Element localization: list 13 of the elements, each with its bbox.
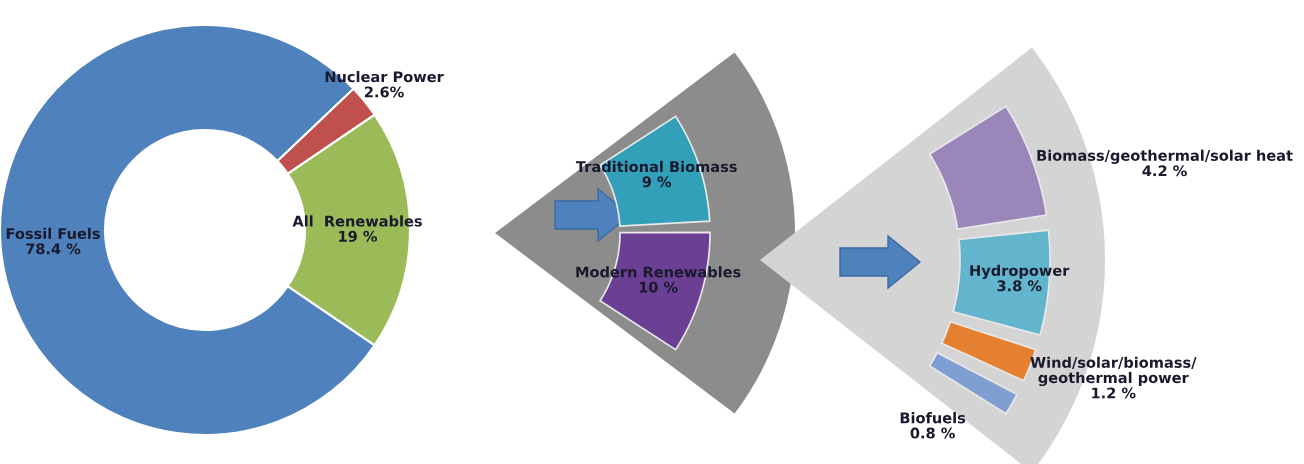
data-label: 1.2 %: [1092, 387, 1136, 399]
data-label: 19 %: [339, 230, 378, 242]
data-label: 2.6%: [364, 86, 404, 98]
data-label: 3.8 %: [997, 280, 1042, 292]
slice-label: Fossil Fuels: [6, 227, 100, 240]
category-label: Biofuels: [900, 412, 966, 424]
data-label: 0.8 %: [910, 427, 955, 439]
data-label: 4.2 %: [1142, 165, 1187, 177]
category-label: Biomass/geothermal/solar heat: [1037, 149, 1293, 164]
data-label: 78.4 %: [26, 243, 81, 255]
category-label: Wind/solar/biomass/ geothermal power: [1030, 356, 1197, 387]
data-label: 9 %: [642, 176, 672, 188]
data-label: 10 %: [639, 281, 678, 293]
